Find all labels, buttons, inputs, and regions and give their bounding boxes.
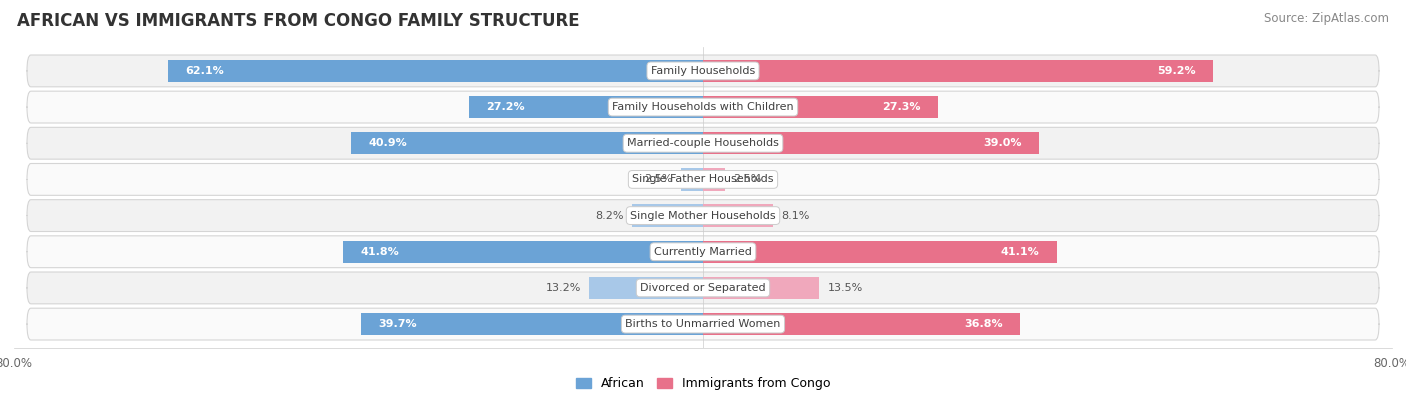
Text: Married-couple Households: Married-couple Households: [627, 138, 779, 148]
Text: Single Father Households: Single Father Households: [633, 175, 773, 184]
Text: Family Households: Family Households: [651, 66, 755, 76]
Text: 36.8%: 36.8%: [965, 319, 1002, 329]
FancyBboxPatch shape: [27, 55, 1379, 87]
Text: Source: ZipAtlas.com: Source: ZipAtlas.com: [1264, 12, 1389, 25]
Text: Currently Married: Currently Married: [654, 247, 752, 257]
Text: 39.0%: 39.0%: [983, 138, 1022, 148]
Text: 27.2%: 27.2%: [486, 102, 524, 112]
Legend: African, Immigrants from Congo: African, Immigrants from Congo: [571, 372, 835, 395]
Text: 2.5%: 2.5%: [733, 175, 762, 184]
Bar: [633, 204, 703, 227]
Text: 41.1%: 41.1%: [1001, 247, 1039, 257]
Bar: [343, 241, 703, 263]
Text: 13.2%: 13.2%: [546, 283, 581, 293]
Bar: [468, 96, 703, 118]
Text: 8.1%: 8.1%: [782, 211, 810, 220]
Bar: [703, 96, 938, 118]
Text: Single Mother Households: Single Mother Households: [630, 211, 776, 220]
Bar: [350, 132, 703, 154]
FancyBboxPatch shape: [27, 164, 1379, 196]
Bar: [703, 277, 820, 299]
Text: Family Households with Children: Family Households with Children: [612, 102, 794, 112]
Bar: [169, 60, 703, 82]
FancyBboxPatch shape: [27, 91, 1379, 123]
FancyBboxPatch shape: [27, 127, 1379, 159]
Bar: [703, 204, 773, 227]
FancyBboxPatch shape: [27, 272, 1379, 304]
Bar: [703, 60, 1213, 82]
Bar: [361, 313, 703, 335]
Text: 62.1%: 62.1%: [186, 66, 224, 76]
Bar: [703, 132, 1039, 154]
Text: 13.5%: 13.5%: [828, 283, 863, 293]
Bar: [682, 168, 703, 191]
Text: 59.2%: 59.2%: [1157, 66, 1195, 76]
Text: AFRICAN VS IMMIGRANTS FROM CONGO FAMILY STRUCTURE: AFRICAN VS IMMIGRANTS FROM CONGO FAMILY …: [17, 12, 579, 30]
Text: 8.2%: 8.2%: [595, 211, 624, 220]
FancyBboxPatch shape: [27, 308, 1379, 340]
Bar: [703, 313, 1019, 335]
Text: Births to Unmarried Women: Births to Unmarried Women: [626, 319, 780, 329]
Bar: [703, 241, 1057, 263]
Text: 27.3%: 27.3%: [883, 102, 921, 112]
Text: Divorced or Separated: Divorced or Separated: [640, 283, 766, 293]
Text: 41.8%: 41.8%: [360, 247, 399, 257]
FancyBboxPatch shape: [27, 199, 1379, 231]
Text: 39.7%: 39.7%: [378, 319, 418, 329]
Bar: [589, 277, 703, 299]
Bar: [703, 168, 724, 191]
Text: 2.5%: 2.5%: [644, 175, 673, 184]
Text: 40.9%: 40.9%: [368, 138, 406, 148]
FancyBboxPatch shape: [27, 236, 1379, 268]
